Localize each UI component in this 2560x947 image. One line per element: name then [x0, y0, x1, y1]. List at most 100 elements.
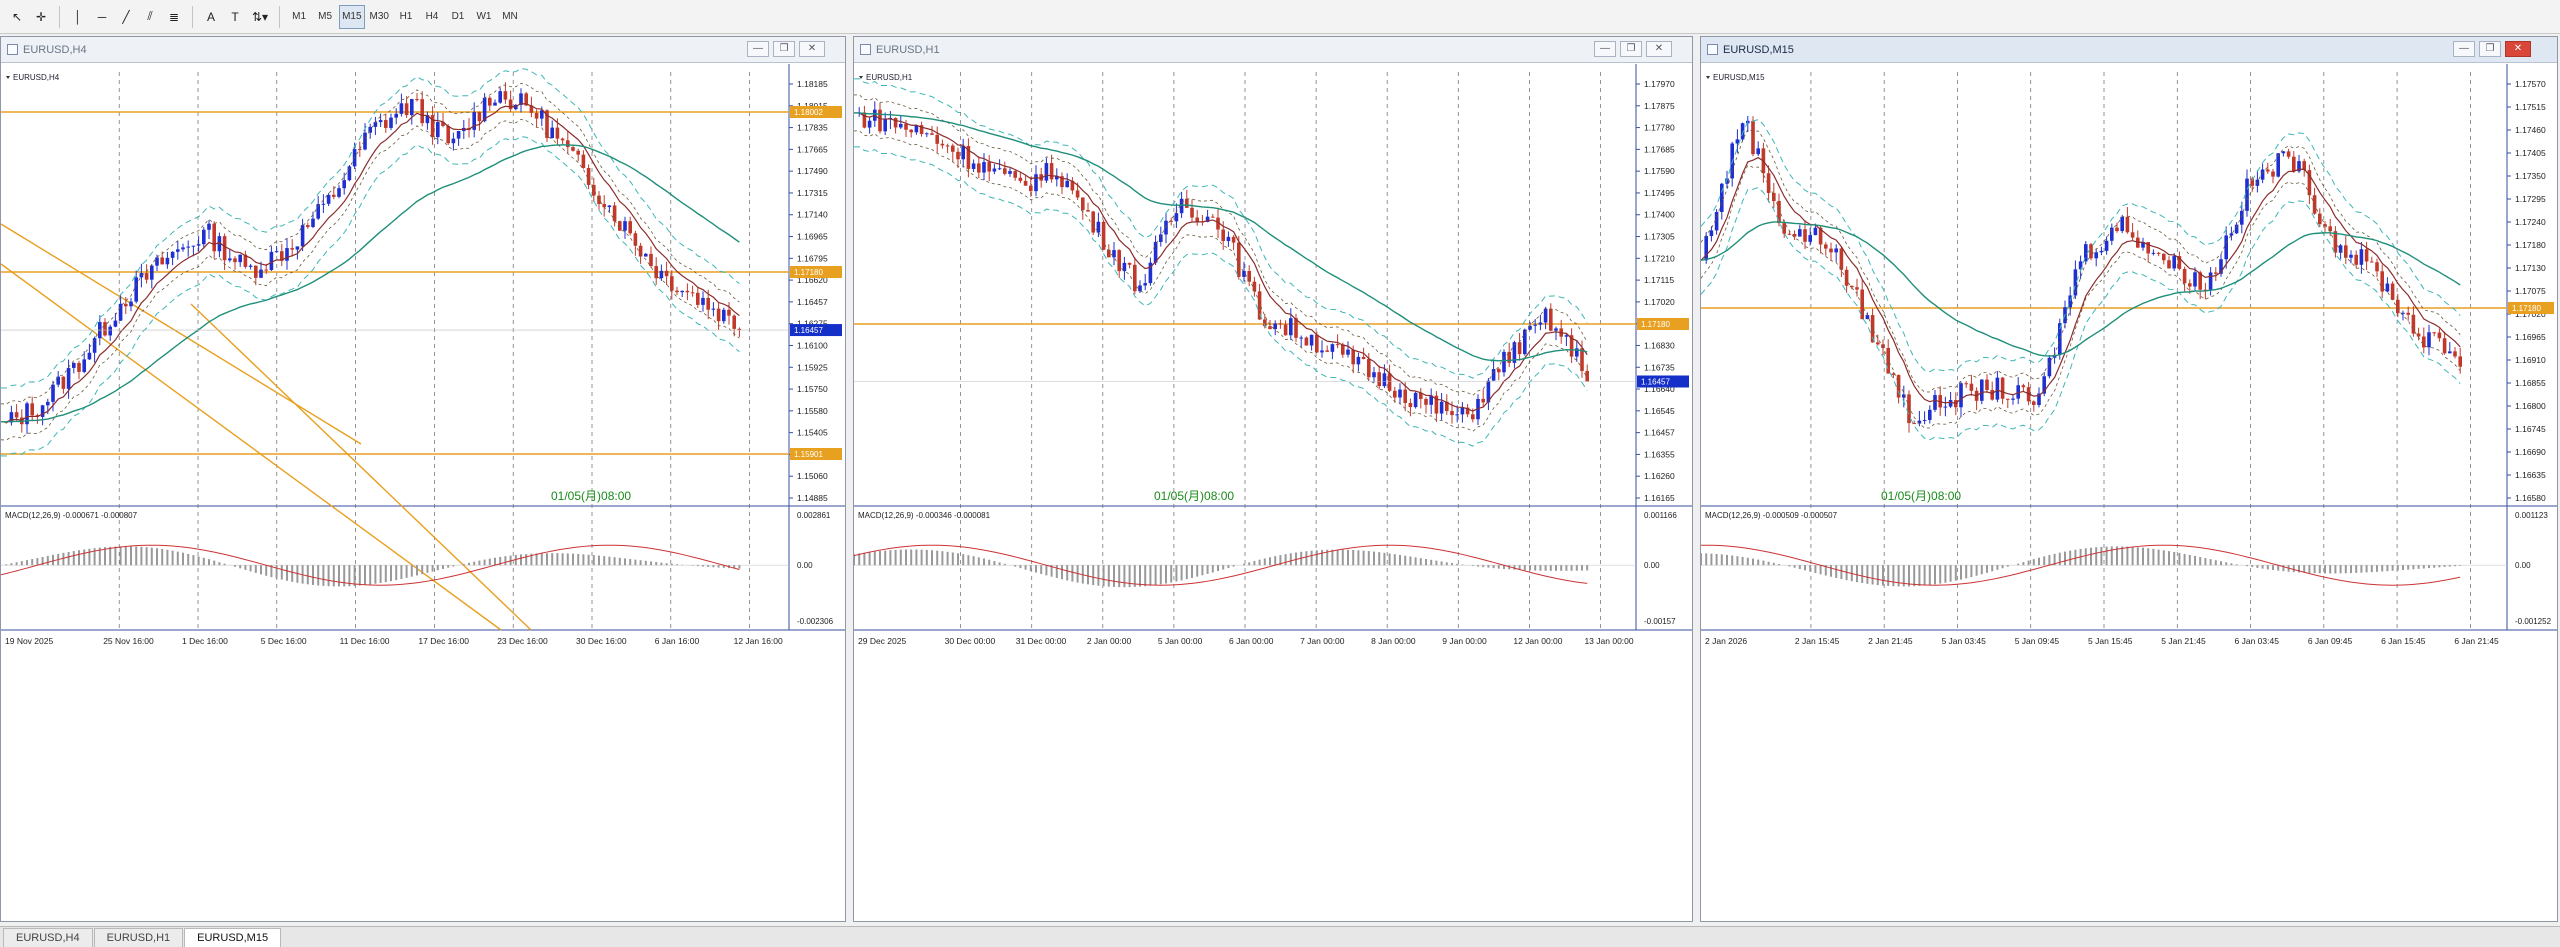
candle-body [124, 303, 128, 307]
tab-eurusd-h4[interactable]: EURUSD,H4 [3, 928, 93, 947]
chart-area[interactable]: EURUSD,M15 1.17570 1.17515 1.17460 1.17405 1.… [1701, 64, 2558, 922]
vertical-line-icon[interactable]: │ [74, 9, 82, 24]
chart-window-h1[interactable]: EURUSD,H1 — ❐ ✕ EURUSD,H1 1.17970 1.17875 1.1… [853, 36, 1693, 922]
candle-body [2323, 224, 2327, 227]
candle-body [555, 127, 560, 139]
price-tick-label: 1.16635 [2515, 470, 2546, 480]
timeframe-d1-button[interactable]: D1 [451, 11, 465, 22]
date-tick-label: 6 Jan 00:00 [1229, 636, 1274, 646]
price-tick-label: 1.17835 [797, 123, 828, 133]
minimize-icon[interactable]: — [2453, 41, 2475, 57]
window-titlebar[interactable]: EURUSD,H4 [1, 37, 845, 63]
timeframe-mn-button[interactable]: MN [502, 11, 518, 22]
candle-body [1751, 120, 1755, 155]
current-price-label: 1.16457 [794, 326, 823, 335]
candle-body [2307, 170, 2312, 196]
candle-body [66, 367, 71, 389]
candle-body [1231, 236, 1236, 243]
price-tick-label: 1.17460 [2515, 125, 2546, 135]
candle-body [867, 120, 872, 128]
window-titlebar[interactable]: EURUSD,H1 [854, 37, 1692, 63]
chart-window-h4[interactable]: EURUSD,H4 — ❐ ✕ EURUSD,H4 1.18185 1.18015 1.1… [0, 36, 846, 922]
minimize-icon[interactable]: — [747, 41, 769, 57]
horizontal-line-icon[interactable]: ─ [97, 9, 107, 24]
chart-area[interactable]: EURUSD,H11.179701.178751.177801.176851.1… [854, 64, 1693, 922]
text-icon[interactable]: A [206, 9, 215, 24]
candle-body [992, 168, 997, 172]
price-tick-label: 1.17685 [1644, 144, 1675, 154]
macd-signal-line [854, 544, 1588, 586]
price-tick-label: 1.17130 [2515, 263, 2546, 273]
timeframe-m1-button[interactable]: M1 [292, 11, 307, 22]
candle-body [1564, 335, 1569, 337]
price-tick-label: 1.17115 [1644, 275, 1674, 285]
cursor-icon[interactable]: ↖ [11, 9, 23, 24]
bollinger-upper [1, 68, 740, 389]
fibonacci-icon[interactable]: ≣ [168, 9, 180, 24]
candle-body [612, 205, 617, 222]
candle-body [1486, 380, 1491, 403]
candle-body [1060, 176, 1064, 188]
candle-body [1169, 220, 1173, 222]
tab-eurusd-h1[interactable]: EURUSD,H1 [93, 928, 184, 947]
timeframe-m30-button[interactable]: M30 [369, 11, 389, 22]
candle-body [238, 254, 242, 263]
timeframe-h1-button[interactable]: H1 [399, 11, 413, 22]
macd-histogram [5, 546, 741, 587]
candle-body [118, 303, 123, 321]
candle-body [1133, 264, 1137, 292]
candle-body [446, 125, 450, 144]
price-tick-label: 1.15925 [797, 362, 828, 372]
candle-body [1434, 395, 1439, 414]
current-price-label: 1.16457 [1641, 377, 1670, 386]
candle-body [633, 233, 638, 246]
main-toolbar: ↖ ✛ │ ─ ╱ ⫽ ≣ A T ⇅▾ M1 M5 M15 M30 H1 H4 D1 W1 MN [0, 0, 2560, 34]
trendline[interactable] [1, 223, 362, 445]
candle-body [1533, 324, 1537, 326]
close-icon[interactable]: ✕ [799, 41, 825, 57]
candle-body [581, 154, 586, 168]
candle-body [2125, 216, 2130, 233]
chart-window-m15[interactable]: EURUSD,M15 — ❐ ✕ EURUSD,M15 1.17570 1.17515 1… [1700, 36, 2558, 922]
timeframe-w1-button[interactable]: W1 [476, 11, 492, 22]
candle-body [1341, 344, 1345, 355]
timeframe-m15-button[interactable]: M15 [339, 4, 365, 29]
channel-icon[interactable]: ⫽ [147, 9, 153, 23]
trendline-icon[interactable]: ╱ [122, 9, 130, 24]
timeframe-m5-button[interactable]: M5 [318, 11, 333, 22]
price-tick-label: 1.16457 [797, 297, 828, 307]
candle-body [1070, 180, 1075, 191]
bollinger-lower [854, 146, 1588, 447]
date-tick-label: 11 Dec 16:00 [340, 636, 390, 646]
close-icon[interactable]: ✕ [1646, 41, 1672, 57]
timeframe-h4-button[interactable]: H4 [425, 11, 439, 22]
candle-body [1029, 185, 1033, 192]
window-titlebar[interactable]: EURUSD,M15 [1701, 37, 2557, 63]
crosshair-icon[interactable]: ✛ [35, 9, 47, 24]
candle-body [1315, 334, 1319, 353]
trendline[interactable] [190, 303, 532, 631]
level-price-box [790, 106, 842, 118]
candle-body [966, 146, 971, 169]
candle-body [2297, 161, 2301, 172]
candle-body [1101, 221, 1106, 250]
restore-icon[interactable]: ❐ [2479, 41, 2501, 57]
arrow-shapes-icon[interactable]: ⇅▾ [252, 9, 269, 24]
price-tick-label: 1.16275 [797, 319, 828, 329]
candle-body [2151, 252, 2156, 254]
minimize-icon[interactable]: — [1594, 41, 1616, 57]
restore-icon[interactable]: ❐ [773, 41, 795, 57]
candle-body [425, 115, 430, 124]
candle-body [2172, 256, 2176, 269]
candle-body [2302, 161, 2306, 171]
chart-area[interactable]: EURUSD,H41.181851.180151.178351.176651.1… [1, 64, 846, 922]
candle-body [170, 251, 175, 258]
close-icon[interactable]: ✕ [2505, 41, 2531, 57]
candle-body [2219, 259, 2223, 274]
tab-eurusd-m15[interactable]: EURUSD,M15 [184, 928, 282, 947]
candle-body [1283, 324, 1288, 336]
date-tick-label: 2 Jan 00:00 [1087, 636, 1132, 646]
candle-body [1471, 414, 1475, 420]
restore-icon[interactable]: ❐ [1620, 41, 1642, 57]
text-label-icon[interactable]: T [231, 9, 239, 24]
